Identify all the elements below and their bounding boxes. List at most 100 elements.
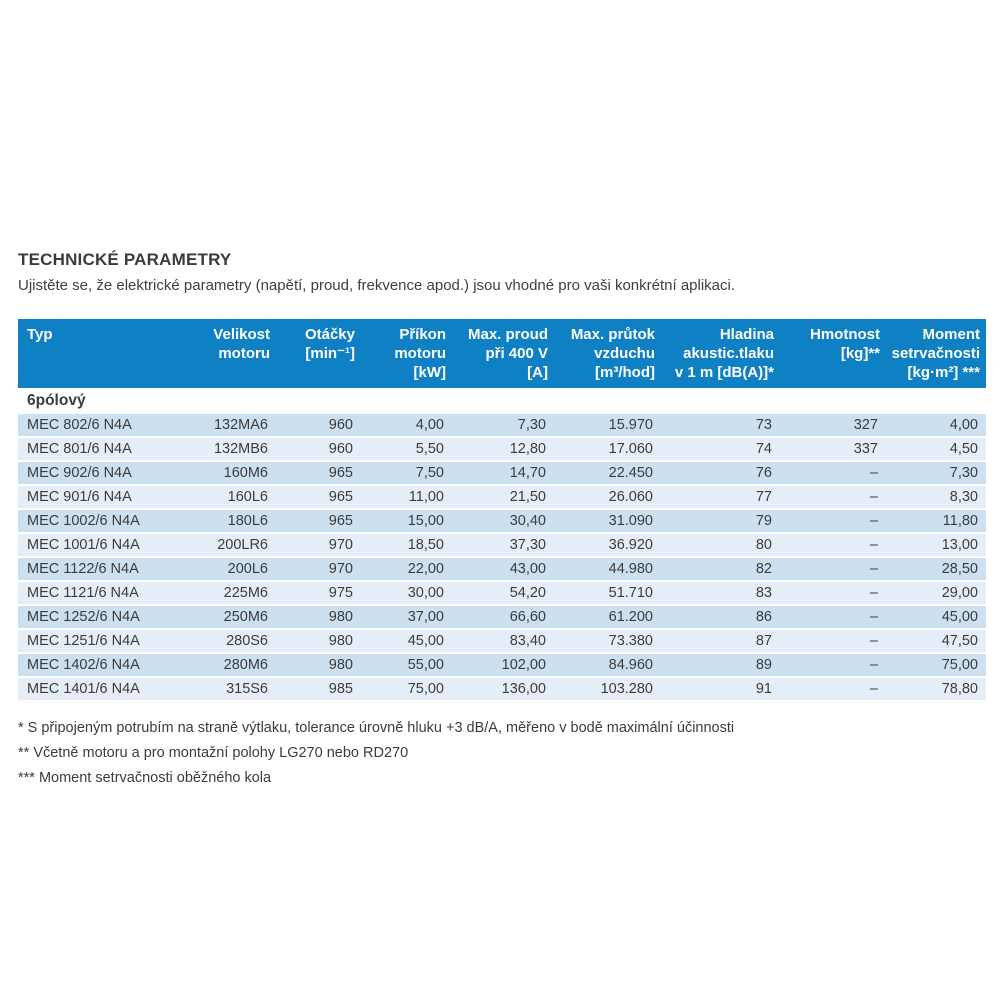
cell-value: 980 xyxy=(276,653,361,678)
column-header-line: Otáčky xyxy=(304,326,355,343)
column-header-line: Hladina xyxy=(719,326,774,343)
cell-type: MEC 1002/6 N4A xyxy=(18,509,183,534)
cell-value: – xyxy=(780,629,886,654)
column-header: Typ xyxy=(18,319,183,388)
cell-value: – xyxy=(780,533,886,558)
cell-value: 280M6 xyxy=(183,653,276,678)
cell-value: 36.920 xyxy=(554,533,661,558)
column-header-line: Hmotnost xyxy=(810,326,880,343)
column-header: Hmotnost [kg]** xyxy=(780,319,886,388)
table-header: Typ Velikost motoru Otáčky [min⁻¹] Příkon moto… xyxy=(18,319,986,388)
cell-value: 44.980 xyxy=(554,557,661,582)
cell-value: 960 xyxy=(276,437,361,462)
column-header-line: [min⁻¹] xyxy=(305,345,355,362)
table-body: 6pólový MEC 802/6 N4A 132MA6 960 4,00 7,30 15… xyxy=(18,388,986,702)
cell-value: 75,00 xyxy=(361,677,452,702)
cell-value: 21,50 xyxy=(452,485,554,510)
cell-value: 22.450 xyxy=(554,461,661,486)
cell-type: MEC 1402/6 N4A xyxy=(18,653,183,678)
cell-value: 225M6 xyxy=(183,581,276,606)
cell-value: 315S6 xyxy=(183,677,276,702)
cell-value: 83 xyxy=(661,581,780,606)
column-header-line: vzduchu xyxy=(594,345,655,362)
cell-value: – xyxy=(780,557,886,582)
cell-value: 11,00 xyxy=(361,485,452,510)
cell-value: 4,50 xyxy=(886,437,986,462)
column-header: Max. průtok vzduchu [m³/hod] xyxy=(554,319,661,388)
cell-value: 980 xyxy=(276,629,361,654)
cell-value: 37,30 xyxy=(452,533,554,558)
cell-value: 180L6 xyxy=(183,509,276,534)
cell-value: 15,00 xyxy=(361,509,452,534)
cell-value: 970 xyxy=(276,557,361,582)
cell-value: 22,00 xyxy=(361,557,452,582)
cell-value: 160M6 xyxy=(183,461,276,486)
table-header-row: Typ Velikost motoru Otáčky [min⁻¹] Příkon moto… xyxy=(18,319,986,388)
column-header-line: [kg·m²] *** xyxy=(907,364,980,381)
cell-value: 7,50 xyxy=(361,461,452,486)
table-row: MEC 802/6 N4A 132MA6 960 4,00 7,30 15.970 73 32… xyxy=(18,413,986,438)
cell-value: 250M6 xyxy=(183,605,276,630)
column-header-line: motoru xyxy=(394,345,446,362)
table-row: MEC 901/6 N4A 160L6 965 11,00 21,50 26.060 77–… xyxy=(18,485,986,510)
column-header-line: motoru xyxy=(218,345,270,362)
cell-value: 102,00 xyxy=(452,653,554,678)
cell-value: 37,00 xyxy=(361,605,452,630)
cell-value: 136,00 xyxy=(452,677,554,702)
cell-value: 83,40 xyxy=(452,629,554,654)
cell-value: – xyxy=(780,605,886,630)
column-header-line: [kg]** xyxy=(840,345,880,362)
cell-value: 73.380 xyxy=(554,629,661,654)
footnotes: * S připojeným potrubím na straně výtlak… xyxy=(18,718,985,789)
cell-type: MEC 1401/6 N4A xyxy=(18,677,183,702)
cell-value: 45,00 xyxy=(361,629,452,654)
cell-value: 960 xyxy=(276,413,361,438)
column-header: Moment setrvačnosti [kg·m²] *** xyxy=(886,319,986,388)
table-row: MEC 1121/6 N4A 225M6 975 30,00 54,20 51.710 83… xyxy=(18,581,986,606)
cell-value: 91 xyxy=(661,677,780,702)
cell-value: 61.200 xyxy=(554,605,661,630)
cell-value: 327 xyxy=(780,413,886,438)
cell-value: 86 xyxy=(661,605,780,630)
cell-value: 77 xyxy=(661,485,780,510)
table-row: MEC 1402/6 N4A 280M6 980 55,00 102,00 84.960 8… xyxy=(18,653,986,678)
cell-value: 985 xyxy=(276,677,361,702)
cell-value: 79 xyxy=(661,509,780,534)
cell-value: 54,20 xyxy=(452,581,554,606)
column-header-line: při 400 V xyxy=(485,345,548,362)
cell-value: 4,00 xyxy=(886,413,986,438)
cell-value: 55,00 xyxy=(361,653,452,678)
cell-value: 15.970 xyxy=(554,413,661,438)
column-header-line: Max. proud xyxy=(467,326,548,343)
table-row: MEC 1401/6 N4A 315S6 985 75,00 136,00 103.280… xyxy=(18,677,986,702)
column-header-line: Moment xyxy=(922,326,981,343)
cell-value: 4,00 xyxy=(361,413,452,438)
table-row: MEC 801/6 N4A 132MB6 960 5,50 12,80 17.060 74 3… xyxy=(18,437,986,462)
footnote-2: ** Včetně motoru a pro montažní polohy L… xyxy=(18,745,409,761)
cell-value: 87 xyxy=(661,629,780,654)
cell-value: 160L6 xyxy=(183,485,276,510)
cell-value: 76 xyxy=(661,461,780,486)
cell-value: – xyxy=(780,485,886,510)
table-row: MEC 1122/6 N4A 200L6 970 22,00 43,00 44.980 82… xyxy=(18,557,986,582)
cell-value: 82 xyxy=(661,557,780,582)
cell-value: 74 xyxy=(661,437,780,462)
cell-value: 980 xyxy=(276,605,361,630)
cell-type: MEC 1001/6 N4A xyxy=(18,533,183,558)
column-header-line: v 1 m [dB(A)]* xyxy=(674,364,774,381)
cell-value: 51.710 xyxy=(554,581,661,606)
cell-value: 30,40 xyxy=(452,509,554,534)
cell-value: 18,50 xyxy=(361,533,452,558)
cell-value: 28,50 xyxy=(886,557,986,582)
cell-value: 965 xyxy=(276,485,361,510)
cell-type: MEC 801/6 N4A xyxy=(18,437,183,462)
column-header-line: Typ xyxy=(27,326,53,343)
cell-value: 970 xyxy=(276,533,361,558)
cell-value: 73 xyxy=(661,413,780,438)
cell-value: 103.280 xyxy=(554,677,661,702)
cell-value: 132MB6 xyxy=(183,437,276,462)
cell-value: 89 xyxy=(661,653,780,678)
cell-value: 31.090 xyxy=(554,509,661,534)
cell-value: 200LR6 xyxy=(183,533,276,558)
cell-value: 200L6 xyxy=(183,557,276,582)
